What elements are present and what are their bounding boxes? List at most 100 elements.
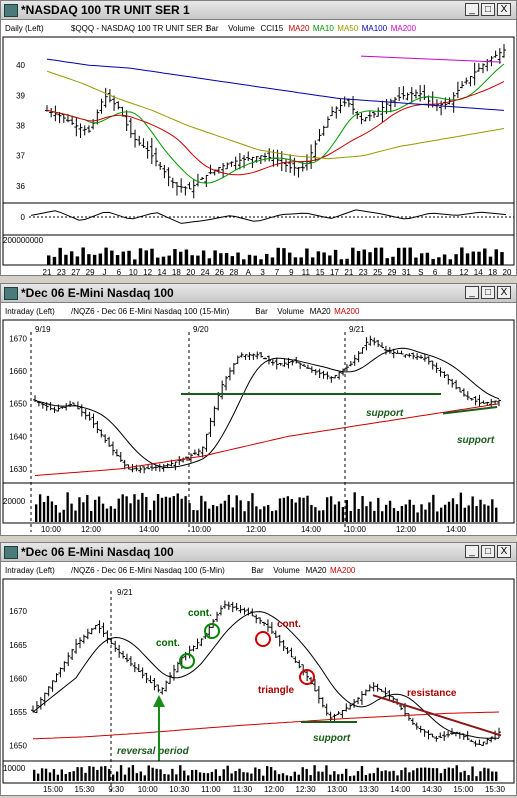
volume-bar — [35, 504, 38, 522]
volume-bar — [431, 768, 435, 781]
volume-bar — [201, 250, 206, 265]
volume-bar — [404, 767, 407, 781]
window-nq-15min: *Dec 06 E-Mini Nasdaq 100 _ □ X Intraday… — [0, 283, 517, 536]
volume-bar — [483, 248, 487, 265]
x-tick-label: 10:00 — [191, 525, 212, 534]
volume-bar — [454, 254, 458, 265]
volume-bar — [479, 771, 482, 781]
volume-bar — [391, 256, 395, 265]
resistance-annotation: resistance — [407, 688, 457, 699]
support-annotation: support — [313, 733, 351, 744]
x-tick-label: 27 — [71, 268, 80, 275]
volume-bar — [92, 254, 97, 265]
chart-qqq-daily[interactable]: Daily (Left) $QQQ - NASDAQ 100 TR UNIT SE… — [1, 19, 516, 275]
volume-bar — [286, 496, 290, 522]
volume-bar — [196, 510, 199, 522]
minimize-button[interactable]: _ — [465, 545, 479, 558]
maximize-button[interactable]: □ — [481, 545, 495, 558]
price-tick-label: 36 — [16, 182, 25, 191]
x-tick-label: 6 — [433, 268, 438, 275]
price-tick-label: 40 — [16, 61, 25, 70]
volume-tick-label: 20000 — [3, 497, 26, 506]
volume-bar — [372, 773, 375, 781]
price-tick-label: 1660 — [9, 367, 27, 376]
minimize-button[interactable]: _ — [465, 286, 479, 299]
volume-bar — [495, 771, 498, 781]
volume-bar — [396, 247, 401, 265]
volume-bar — [310, 504, 313, 522]
ma-legend-label: MA200 — [330, 566, 356, 575]
volume-bar — [396, 775, 399, 781]
volume-bar — [133, 494, 136, 522]
volume-bar — [115, 771, 119, 781]
maximize-button[interactable]: □ — [481, 286, 495, 299]
volume-bar — [362, 249, 367, 265]
close-button[interactable]: X — [497, 286, 511, 299]
volume-bar — [293, 771, 297, 781]
volume-bar — [341, 507, 345, 522]
maximize-button[interactable]: □ — [481, 3, 495, 16]
volume-bar — [86, 495, 89, 522]
volume-bar — [269, 767, 273, 781]
volume-bar — [127, 250, 131, 265]
volume-bar — [494, 249, 498, 265]
volume-bar — [156, 494, 160, 522]
volume-panel — [2, 234, 515, 266]
volume-bar — [92, 766, 95, 781]
volume-bar — [305, 768, 308, 781]
volume-bar — [267, 504, 270, 522]
chart-nq-5min[interactable]: Intraday (Left) /NQZ6 - Dec 06 E-Mini Nas… — [1, 561, 516, 795]
volume-bar — [175, 774, 178, 781]
x-tick-label: J — [103, 268, 107, 275]
ma50-line — [46, 70, 505, 160]
volume-bar — [236, 252, 240, 265]
price-tick-label: 39 — [16, 91, 25, 100]
volume-bar — [377, 497, 380, 522]
x-tick-label: 23 — [359, 268, 368, 275]
window-titlebar[interactable]: *NASDAQ 100 TR UNIT SER 1 _ □ X — [1, 1, 516, 20]
volume-bar — [82, 502, 85, 522]
chart-window-icon — [4, 546, 18, 559]
volume-bar — [431, 258, 435, 265]
volume-bar — [218, 775, 221, 781]
volume-bar — [121, 251, 126, 265]
minimize-button[interactable]: _ — [465, 3, 479, 16]
close-button[interactable]: X — [497, 3, 511, 16]
close-button[interactable]: X — [497, 545, 511, 558]
volume-bar — [62, 509, 65, 522]
x-tick-label: 15:00 — [453, 785, 474, 794]
volume-bar — [247, 254, 252, 265]
cci-line — [30, 209, 507, 224]
volume-bar — [167, 774, 170, 781]
x-tick-label: 10:00 — [41, 525, 62, 534]
ma-legend-label: MA50 — [337, 24, 358, 33]
volume-bar — [190, 769, 194, 781]
volume-bar — [333, 771, 336, 781]
volume-bar — [54, 505, 58, 522]
volume-bar — [278, 498, 282, 522]
volume-bar — [127, 767, 131, 781]
window-titlebar[interactable]: *Dec 06 E-Mini Nasdaq 100 _ □ X — [1, 543, 516, 562]
volume-bar — [207, 258, 212, 265]
ma20-line — [34, 347, 500, 469]
volume-bar — [305, 248, 309, 265]
volume-bar — [97, 496, 101, 522]
chart-nq-15min[interactable]: Intraday (Left) /NQZ6 - Dec 06 E-Mini Nas… — [1, 302, 516, 535]
volume-panel — [2, 482, 515, 524]
volume-bar — [52, 256, 57, 265]
volume-bar — [88, 766, 91, 781]
volume-bar — [242, 259, 246, 265]
volume-bar — [250, 773, 253, 781]
window-titlebar[interactable]: *Dec 06 E-Mini Nasdaq 100 _ □ X — [1, 284, 516, 303]
volume-bar — [227, 494, 231, 522]
x-tick-label: 10 — [129, 268, 138, 275]
study-label: Volume — [277, 307, 304, 316]
volume-bar — [222, 769, 225, 781]
window-nq-5min: *Dec 06 E-Mini Nasdaq 100 _ □ X Intraday… — [0, 542, 517, 796]
volume-bar — [420, 767, 423, 781]
volume-bar — [138, 248, 143, 265]
volume-bar — [321, 771, 324, 781]
volume-bar — [379, 247, 384, 265]
volume-bar — [455, 504, 459, 522]
ma-legend-label: MA200 — [334, 307, 360, 316]
